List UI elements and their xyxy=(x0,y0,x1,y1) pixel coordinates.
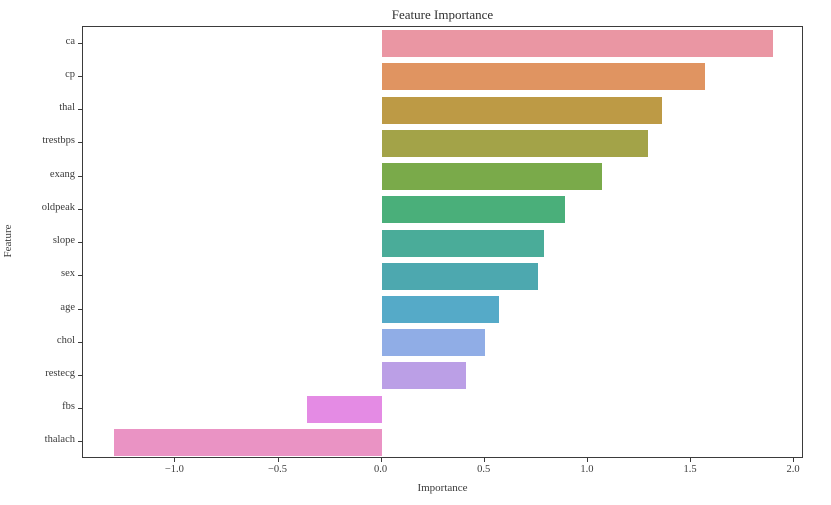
y-tick-mark xyxy=(78,175,82,177)
y-tick-mark xyxy=(78,75,82,77)
x-tick-mark xyxy=(174,458,176,462)
x-tick-mark xyxy=(483,458,485,462)
bar-chol xyxy=(381,329,485,357)
y-tick-mark xyxy=(78,142,82,144)
y-tick-label-thal: thal xyxy=(59,102,75,114)
x-tick-label: 1.0 xyxy=(580,464,594,475)
bar-slope xyxy=(381,229,545,257)
y-tick-mark xyxy=(78,208,82,210)
y-tick-mark xyxy=(78,242,82,243)
plot-area xyxy=(82,26,803,458)
bar-oldpeak xyxy=(381,196,566,224)
bar-restecg xyxy=(381,362,467,390)
y-tick-label-chol: chol xyxy=(56,334,75,346)
y-tick-mark xyxy=(78,308,82,310)
x-tick-label: −1.0 xyxy=(164,464,184,475)
y-tick-label-oldpeak: oldpeak xyxy=(41,201,75,213)
y-tick-label-fbs: fbs xyxy=(62,401,75,413)
bar-thalach xyxy=(113,428,382,456)
y-tick-mark xyxy=(78,441,82,443)
bar-trestbps xyxy=(381,129,648,157)
x-tick-mark xyxy=(690,458,691,462)
x-tick-label: −0.5 xyxy=(267,464,288,475)
x-tick-mark xyxy=(586,458,588,462)
bar-exang xyxy=(381,163,603,190)
y-tick-mark xyxy=(78,42,82,44)
y-tick-mark xyxy=(78,275,82,277)
y-tick-label-exang: exang xyxy=(49,168,75,180)
y-tick-label-cp: cp xyxy=(65,68,75,80)
bar-age xyxy=(381,296,500,323)
x-tick-mark xyxy=(277,458,279,462)
y-tick-mark xyxy=(78,341,82,343)
bar-cp xyxy=(381,63,706,91)
bar-thal xyxy=(381,96,663,124)
bar-ca xyxy=(381,30,774,58)
y-axis-label: Feature xyxy=(2,224,14,258)
y-tick-mark xyxy=(78,374,82,376)
y-tick-mark xyxy=(78,109,82,111)
y-tick-label-ca: ca xyxy=(65,35,75,47)
x-tick-label: 0.5 xyxy=(477,464,491,475)
bar-sex xyxy=(381,262,539,290)
x-tick-label: 2.0 xyxy=(786,464,800,475)
x-tick-mark xyxy=(380,458,382,462)
y-tick-label-restecg: restecg xyxy=(45,367,75,379)
y-tick-label-age: age xyxy=(60,301,75,313)
bar-fbs xyxy=(307,395,382,423)
chart-title: Feature Importance xyxy=(391,7,494,22)
y-tick-label-sex: sex xyxy=(61,268,75,280)
y-tick-label-thalach: thalach xyxy=(44,434,75,446)
x-tick-label: 1.5 xyxy=(683,464,697,475)
y-tick-mark xyxy=(78,408,82,410)
x-tick-label: 0.0 xyxy=(374,464,388,475)
x-tick-mark xyxy=(793,458,795,462)
y-tick-label-slope: slope xyxy=(52,235,75,246)
y-tick-label-trestbps: trestbps xyxy=(42,135,75,147)
x-axis-label: Importance xyxy=(417,482,468,494)
